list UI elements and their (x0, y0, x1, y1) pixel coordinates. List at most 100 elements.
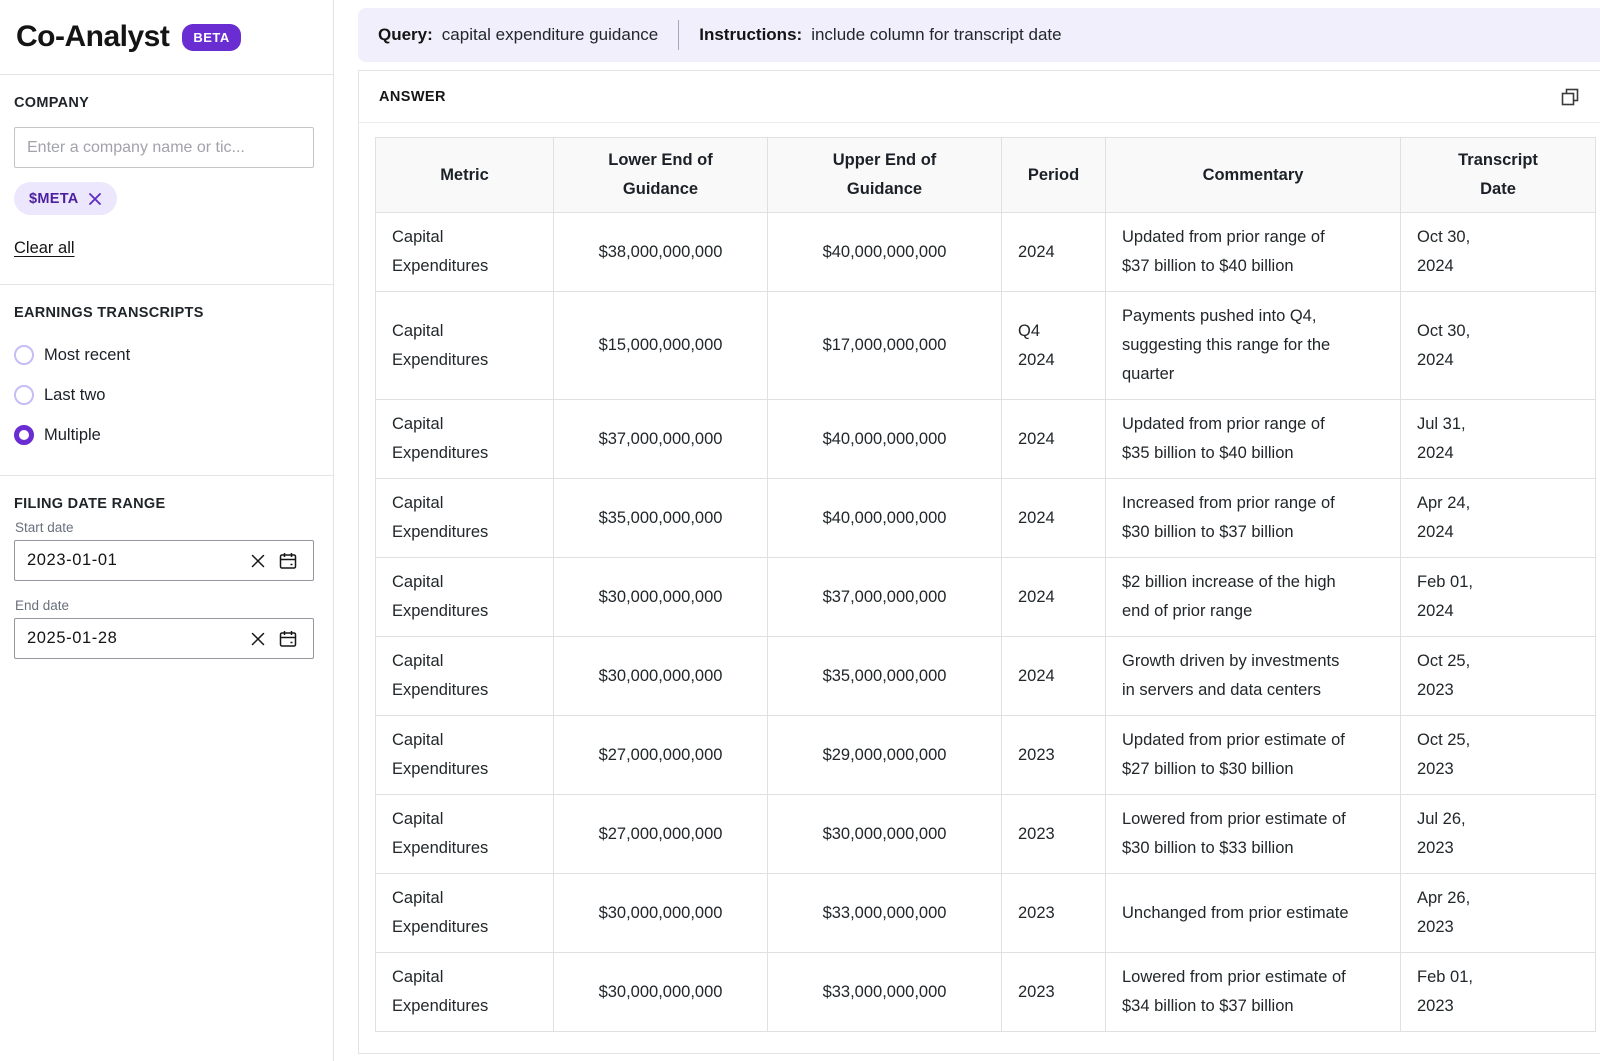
clear-all-link[interactable]: Clear all (14, 239, 75, 257)
table-cell: Apr 26, 2023 (1400, 873, 1596, 953)
table-cell: $30,000,000,000 (553, 557, 768, 637)
table-cell: Capital Expenditures (375, 399, 554, 479)
table-row: Capital Expenditures $30,000,000,000 $33,0… (375, 952, 1596, 1032)
table-row: Capital Expenditures $38,000,000,000 $40,0… (375, 212, 1596, 292)
beta-badge: BETA (182, 23, 241, 51)
table-cell: Capital Expenditures (375, 794, 554, 874)
radio-option-last-two[interactable]: Last two (14, 381, 319, 409)
table-cell: Growth driven by investments in servers … (1105, 636, 1401, 716)
table-cell: $35,000,000,000 (553, 478, 768, 558)
table-cell: Lowered from prior estimate of $30 billi… (1105, 794, 1401, 874)
start-date-calendar-icon[interactable] (273, 546, 303, 576)
table-cell: Increased from prior range of $30 billio… (1105, 478, 1401, 558)
logo-row: Co-Analyst BETA (0, 0, 333, 75)
transcripts-section-label: EARNINGS TRANSCRIPTS (14, 305, 204, 321)
table-cell: $38,000,000,000 (553, 212, 768, 292)
table-cell: Capital Expenditures (375, 478, 554, 558)
query-value: capital expenditure guidance (441, 25, 659, 44)
company-search-input[interactable] (14, 127, 314, 168)
table-cell: Updated from prior estimate of $27 billi… (1105, 715, 1401, 795)
table-cell: Apr 24, 2024 (1400, 478, 1596, 558)
query-bar: Query: capital expenditure guidance Inst… (358, 8, 1600, 62)
table-cell: Updated from prior range of $37 billion … (1105, 212, 1401, 292)
start-date-label: Start date (15, 520, 74, 535)
table-body: Capital Expenditures $38,000,000,000 $40,0… (375, 212, 1596, 1032)
table-cell: 2023 (1001, 873, 1106, 953)
table-cell: Feb 01, 2023 (1400, 952, 1596, 1032)
radio-icon (14, 425, 34, 445)
table-cell: Capital Expenditures (375, 557, 554, 637)
table-cell: $2 billion increase of the high end of p… (1105, 557, 1401, 637)
table-cell: 2024 (1001, 212, 1106, 292)
table-cell: Jul 26, 2023 (1400, 794, 1596, 874)
table-cell: Oct 25, 2023 (1400, 715, 1596, 795)
query-group: Query: capital expenditure guidance (378, 25, 658, 45)
table-cell: Capital Expenditures (375, 952, 554, 1032)
table-cell: 2023 (1001, 715, 1106, 795)
radio-option-most-recent[interactable]: Most recent (14, 341, 319, 369)
table-row: Capital Expenditures $30,000,000,000 $37,0… (375, 557, 1596, 637)
column-header: Metric (375, 137, 554, 213)
table-cell: $35,000,000,000 (767, 636, 1002, 716)
instructions-group: Instructions: include column for transcr… (699, 25, 1061, 45)
column-header: Period (1001, 137, 1106, 213)
answer-panel: ANSWER Metric Lower End of Guidance Upper … (358, 70, 1600, 1054)
table-cell: 2023 (1001, 952, 1106, 1032)
sidebar: Co-Analyst BETA COMPANY $META Clear all … (0, 0, 334, 1061)
table-cell: $30,000,000,000 (553, 952, 768, 1032)
table-cell: Oct 25, 2023 (1400, 636, 1596, 716)
query-bar-divider (678, 20, 680, 50)
table-row: Capital Expenditures $15,000,000,000 $17,0… (375, 291, 1596, 400)
radio-group: Most recent Last two Multiple (14, 341, 319, 449)
table-cell: $17,000,000,000 (767, 291, 1002, 400)
answer-header: ANSWER (359, 71, 1600, 123)
table-header-row: Metric Lower End of Guidance Upper End of … (375, 137, 1596, 213)
end-date-label: End date (15, 598, 70, 613)
company-section: COMPANY $META Clear all (0, 75, 333, 285)
radio-icon (14, 385, 34, 405)
table-cell: Unchanged from prior estimate (1105, 873, 1401, 953)
end-date-field[interactable] (14, 618, 314, 659)
copy-icon[interactable] (1559, 86, 1581, 108)
table-cell: Feb 01, 2024 (1400, 557, 1596, 637)
table-cell: $15,000,000,000 (553, 291, 768, 400)
table-cell: $37,000,000,000 (767, 557, 1002, 637)
instructions-label: Instructions: (699, 25, 803, 44)
table-row: Capital Expenditures $30,000,000,000 $35,0… (375, 636, 1596, 716)
table-cell: $30,000,000,000 (553, 636, 768, 716)
table-cell: Capital Expenditures (375, 291, 554, 400)
start-date-field[interactable] (14, 540, 314, 581)
guidance-table: Metric Lower End of Guidance Upper End of … (375, 137, 1596, 1032)
table-cell: Capital Expenditures (375, 715, 554, 795)
table-cell: 2023 (1001, 794, 1106, 874)
table-cell: $27,000,000,000 (553, 794, 768, 874)
app-logo: Co-Analyst (16, 20, 170, 53)
chip-remove-x-icon[interactable] (88, 192, 102, 206)
filing-date-section: FILING DATE RANGE Start date End date (0, 476, 333, 702)
company-chip-label: $META (29, 190, 79, 207)
table-cell: $33,000,000,000 (767, 952, 1002, 1032)
table-row: Capital Expenditures $27,000,000,000 $29,0… (375, 715, 1596, 795)
start-date-input[interactable] (27, 551, 243, 570)
instructions-value: include column for transcript date (811, 25, 1062, 44)
table-cell: $37,000,000,000 (553, 399, 768, 479)
table-cell: Capital Expenditures (375, 212, 554, 292)
end-date-calendar-icon[interactable] (273, 624, 303, 654)
table-row: Capital Expenditures $30,000,000,000 $33,0… (375, 873, 1596, 953)
table-cell: Oct 30, 2024 (1400, 212, 1596, 292)
filing-date-section-label: FILING DATE RANGE (14, 496, 166, 512)
table-cell: $40,000,000,000 (767, 212, 1002, 292)
table-cell: Capital Expenditures (375, 873, 554, 953)
table-row: Capital Expenditures $37,000,000,000 $40,0… (375, 399, 1596, 479)
start-date-clear-x-icon[interactable] (243, 546, 273, 576)
main-content: Query: capital expenditure guidance Inst… (334, 0, 1600, 1061)
end-date-clear-x-icon[interactable] (243, 624, 273, 654)
company-chip-meta[interactable]: $META (14, 182, 117, 215)
radio-label: Most recent (44, 345, 131, 364)
table-cell: 2024 (1001, 557, 1106, 637)
column-header: Transcript Date (1400, 137, 1596, 213)
transcripts-section: EARNINGS TRANSCRIPTS Most recent Last two… (0, 285, 333, 476)
radio-option-multiple[interactable]: Multiple (14, 421, 319, 449)
end-date-input[interactable] (27, 629, 243, 648)
